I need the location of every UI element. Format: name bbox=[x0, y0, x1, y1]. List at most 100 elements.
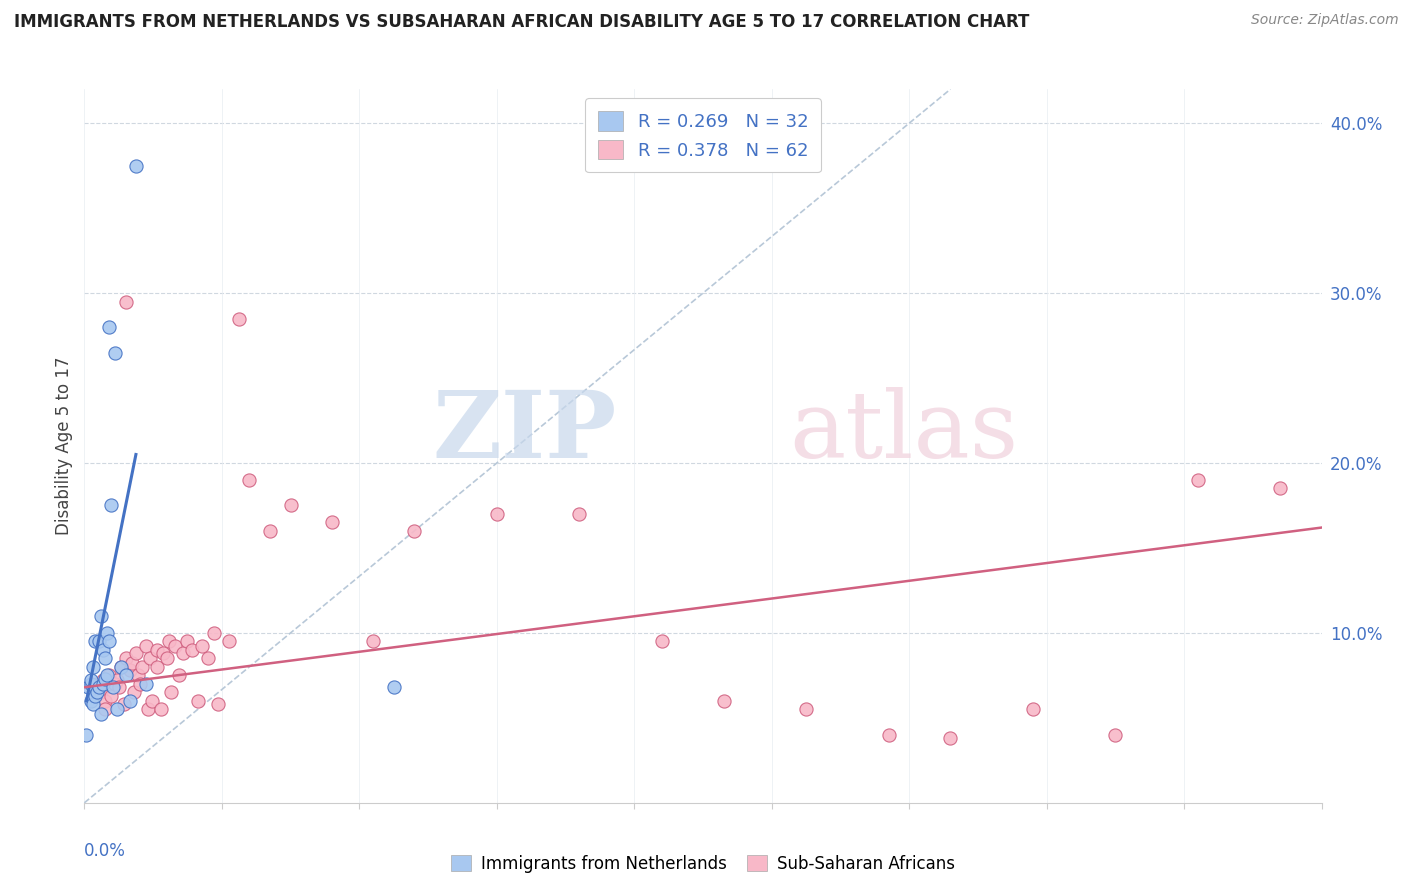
Point bbox=[238, 473, 260, 487]
Text: 0.0%: 0.0% bbox=[84, 842, 127, 860]
Point bbox=[149, 702, 172, 716]
Point bbox=[91, 643, 114, 657]
Point bbox=[1022, 702, 1045, 716]
Point bbox=[98, 320, 121, 334]
Point bbox=[167, 668, 190, 682]
Point bbox=[135, 640, 157, 654]
Point bbox=[1104, 728, 1126, 742]
Point bbox=[98, 668, 121, 682]
Point bbox=[94, 672, 117, 686]
Legend: R = 0.269   N = 32, R = 0.378   N = 62: R = 0.269 N = 32, R = 0.378 N = 62 bbox=[585, 98, 821, 172]
Point bbox=[94, 702, 117, 716]
Point bbox=[103, 680, 125, 694]
Point bbox=[87, 680, 110, 694]
Point bbox=[259, 524, 281, 538]
Y-axis label: Disability Age 5 to 17: Disability Age 5 to 17 bbox=[55, 357, 73, 535]
Point bbox=[568, 507, 591, 521]
Point bbox=[90, 685, 112, 699]
Point bbox=[141, 694, 163, 708]
Point bbox=[176, 634, 198, 648]
Point bbox=[228, 311, 250, 326]
Point bbox=[136, 702, 159, 716]
Point bbox=[157, 634, 180, 648]
Point bbox=[877, 728, 900, 742]
Point bbox=[96, 626, 118, 640]
Point bbox=[280, 499, 302, 513]
Point bbox=[83, 634, 105, 648]
Point bbox=[94, 651, 117, 665]
Point bbox=[94, 694, 117, 708]
Legend: Immigrants from Netherlands, Sub-Saharan Africans: Immigrants from Netherlands, Sub-Saharan… bbox=[444, 848, 962, 880]
Point bbox=[100, 689, 122, 703]
Point bbox=[160, 685, 183, 699]
Point bbox=[794, 702, 817, 716]
Point bbox=[75, 728, 97, 742]
Point bbox=[105, 702, 128, 716]
Text: Source: ZipAtlas.com: Source: ZipAtlas.com bbox=[1251, 13, 1399, 28]
Point bbox=[91, 677, 114, 691]
Point bbox=[713, 694, 735, 708]
Point bbox=[77, 680, 100, 694]
Point bbox=[197, 651, 219, 665]
Point bbox=[110, 660, 132, 674]
Point bbox=[104, 345, 127, 359]
Point bbox=[361, 634, 384, 648]
Point bbox=[125, 646, 148, 660]
Point bbox=[79, 694, 101, 708]
Point bbox=[202, 626, 225, 640]
Text: ZIP: ZIP bbox=[432, 387, 616, 476]
Point bbox=[321, 516, 343, 530]
Text: atlas: atlas bbox=[790, 387, 1019, 476]
Point bbox=[125, 159, 148, 173]
Point bbox=[86, 677, 108, 691]
Point bbox=[121, 657, 143, 671]
Point bbox=[90, 707, 112, 722]
Point bbox=[114, 294, 136, 309]
Point bbox=[207, 698, 229, 712]
Point bbox=[86, 685, 108, 699]
Point bbox=[79, 673, 101, 688]
Point bbox=[145, 660, 167, 674]
Point bbox=[118, 663, 141, 677]
Point bbox=[105, 673, 128, 688]
Point bbox=[191, 640, 214, 654]
Point bbox=[404, 524, 426, 538]
Point bbox=[110, 660, 132, 674]
Point bbox=[82, 698, 104, 712]
Point bbox=[172, 646, 194, 660]
Point bbox=[83, 689, 105, 703]
Point bbox=[118, 694, 141, 708]
Point bbox=[82, 680, 104, 694]
Point bbox=[187, 694, 209, 708]
Point bbox=[218, 634, 240, 648]
Point bbox=[87, 634, 110, 648]
Point bbox=[100, 499, 122, 513]
Point bbox=[485, 507, 508, 521]
Point bbox=[96, 668, 118, 682]
Point bbox=[108, 680, 131, 694]
Point bbox=[139, 651, 162, 665]
Point bbox=[122, 685, 145, 699]
Point bbox=[90, 608, 112, 623]
Point bbox=[145, 643, 167, 657]
Point bbox=[939, 731, 962, 746]
Point bbox=[156, 651, 179, 665]
Point bbox=[104, 677, 127, 691]
Point bbox=[651, 634, 673, 648]
Point bbox=[82, 660, 104, 674]
Point bbox=[98, 634, 121, 648]
Point bbox=[1187, 473, 1209, 487]
Point bbox=[152, 646, 174, 660]
Point bbox=[112, 698, 135, 712]
Point bbox=[91, 673, 114, 688]
Point bbox=[165, 640, 187, 654]
Point bbox=[114, 651, 136, 665]
Point bbox=[79, 677, 101, 691]
Point bbox=[131, 660, 153, 674]
Point bbox=[135, 677, 157, 691]
Point bbox=[180, 643, 202, 657]
Point bbox=[1270, 482, 1292, 496]
Point bbox=[382, 680, 405, 694]
Point bbox=[114, 668, 136, 682]
Point bbox=[129, 677, 152, 691]
